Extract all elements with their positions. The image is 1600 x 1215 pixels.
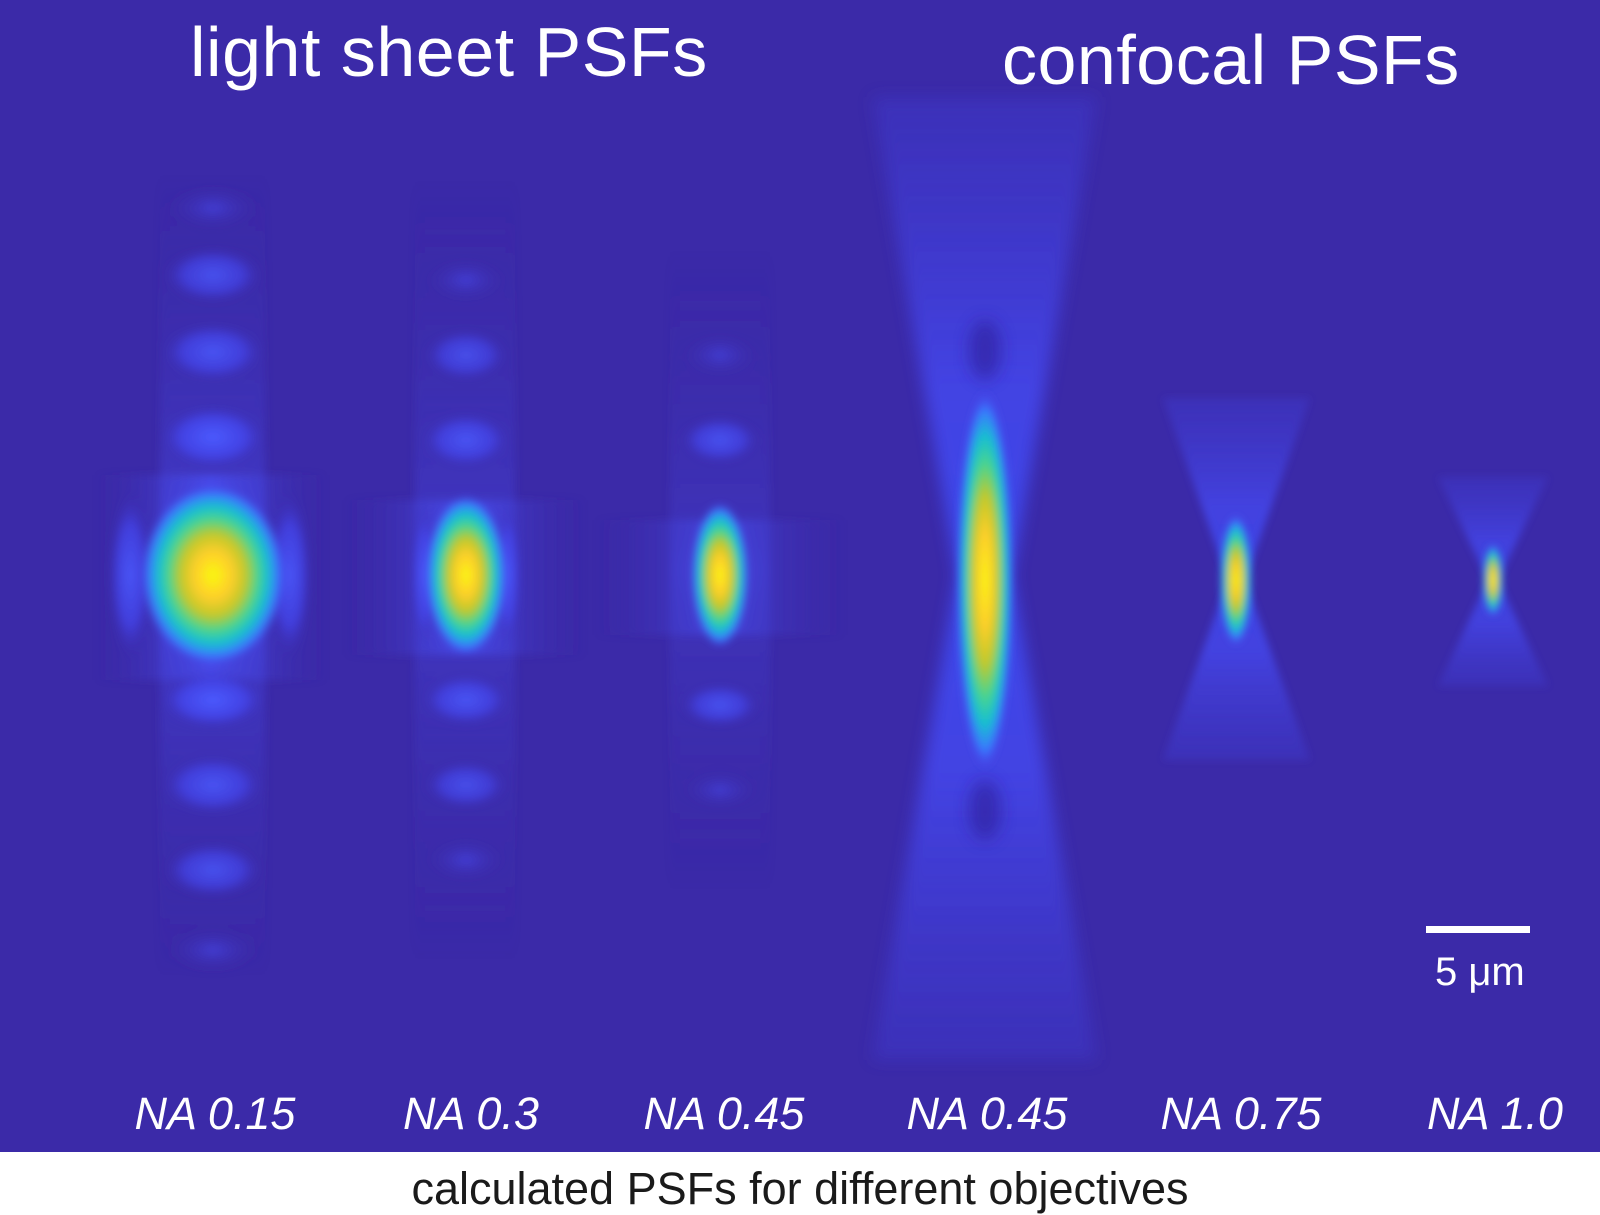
psf-images <box>96 97 1548 1060</box>
psf-figure-panel: light sheet PSFs confocal PSFs NA 0.15 N… <box>0 0 1600 1152</box>
psf-light-sheet-na-0.45 <box>595 250 845 890</box>
light-sheet-heading: light sheet PSFs <box>190 13 708 91</box>
confocal-heading: confocal PSFs <box>1002 21 1460 99</box>
figure-caption: calculated PSFs for different objectives <box>411 1163 1189 1214</box>
psf-confocal-na-0.75 <box>1163 398 1310 760</box>
psf-light-sheet-na-0.15 <box>96 175 326 975</box>
scale-bar-label: 5 μm <box>1435 950 1525 994</box>
scale-bar <box>1426 926 1530 933</box>
psf-light-sheet-na-0.3 <box>345 180 585 960</box>
na-label-5: NA 0.75 <box>1160 1088 1322 1139</box>
na-label-3: NA 0.45 <box>643 1088 805 1139</box>
na-label-1: NA 0.15 <box>134 1088 296 1139</box>
na-label-6: NA 1.0 <box>1427 1088 1563 1139</box>
na-label-4: NA 0.45 <box>906 1088 1068 1139</box>
psf-confocal-na-1.0 <box>1438 477 1548 686</box>
na-label-2: NA 0.3 <box>403 1088 539 1139</box>
psf-confocal-na-0.45 <box>872 97 1097 1060</box>
